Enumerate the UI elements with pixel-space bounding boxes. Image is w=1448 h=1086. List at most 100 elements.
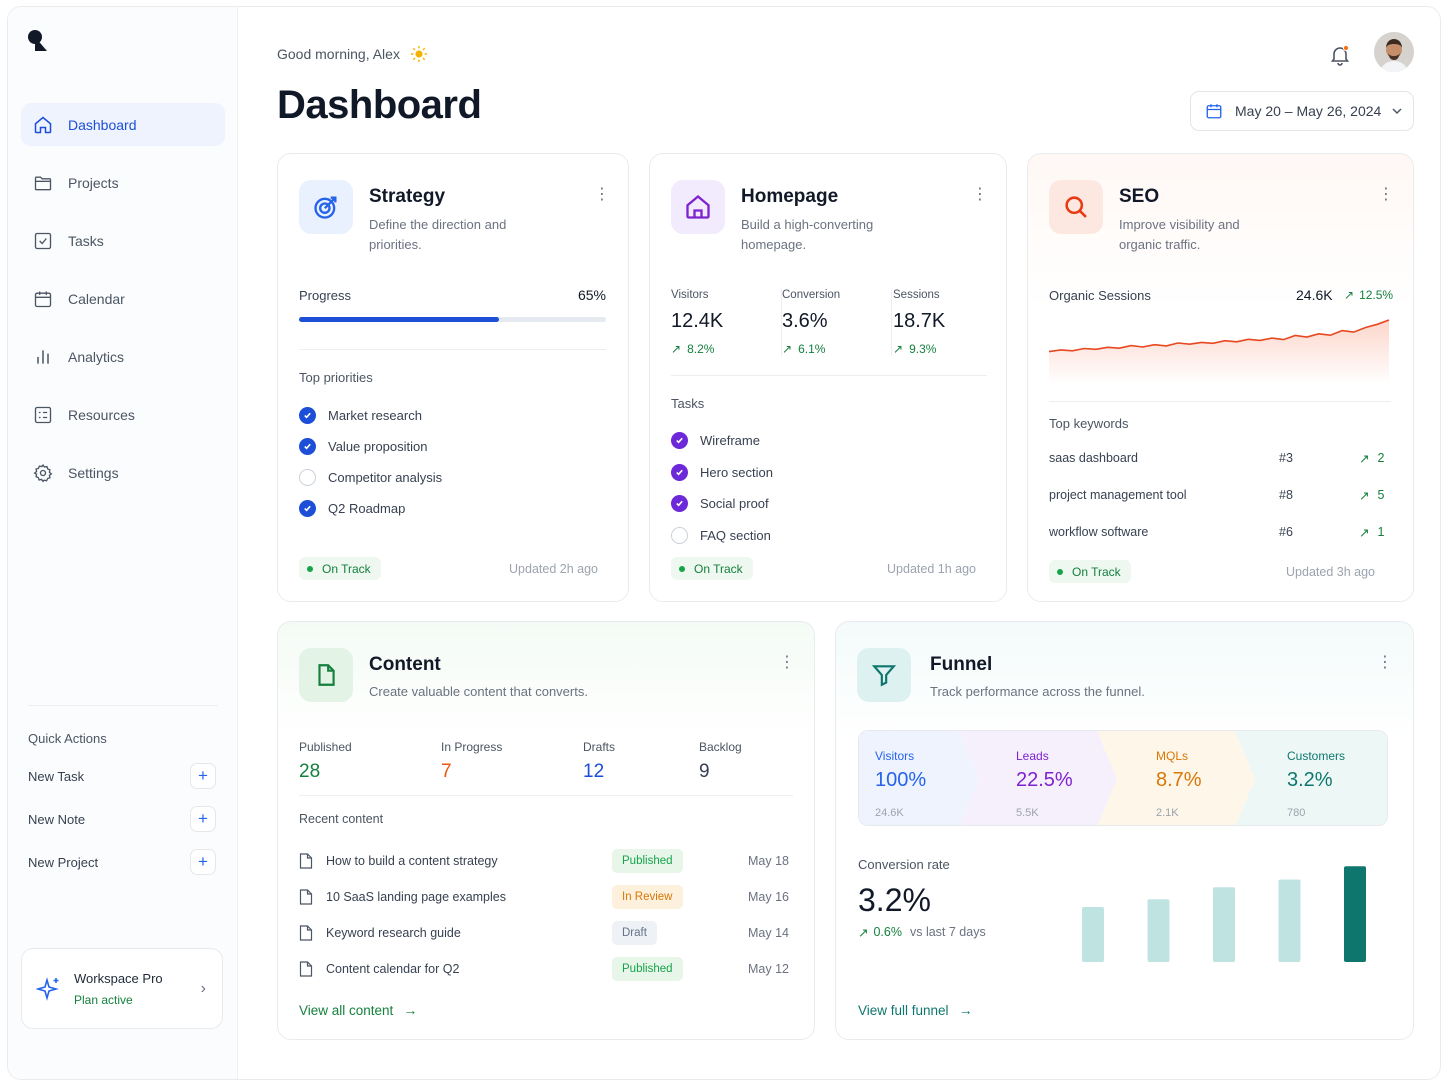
funnel-stages: Visitors 100% 24.6K Leads 22.5% 5.5K MQLs 8.7% 2… — [858, 730, 1388, 826]
empty-circle-icon[interactable] — [299, 469, 316, 486]
organic-sessions-label: Organic Sessions — [1049, 288, 1151, 303]
content-card: Content Create valuable content that con… — [277, 621, 815, 1040]
quick-actions-title: Quick Actions — [28, 731, 107, 746]
sidebar-item-label: Calendar — [68, 290, 125, 307]
sidebar-item-projects[interactable]: Projects — [21, 161, 225, 204]
add-note-button[interactable]: + — [190, 806, 216, 832]
sidebar-item-tasks[interactable]: Tasks — [21, 219, 225, 262]
delta-text: 0.6% — [873, 925, 902, 939]
checklist-item[interactable]: Competitor analysis — [299, 469, 442, 486]
more-icon[interactable]: ⋮ — [1377, 654, 1393, 671]
view-all-content-link[interactable]: View all content → — [299, 1002, 417, 1018]
updated-text: Updated 2h ago — [509, 562, 598, 576]
date-range-picker[interactable]: May 20 – May 26, 2024 — [1190, 91, 1414, 131]
card-subtitle: Track performance across the funnel. — [930, 684, 1145, 699]
conversion-bar-chart — [1082, 866, 1366, 962]
stat-label: Visitors — [671, 289, 709, 301]
document-icon — [299, 925, 313, 941]
target-icon — [314, 196, 337, 219]
list-item[interactable]: Content calendar for Q2 Published May 12 — [299, 956, 789, 982]
checklist-item[interactable]: Q2 Roadmap — [299, 500, 405, 517]
checklist-item-label: Competitor analysis — [328, 470, 443, 485]
user-avatar-icon — [1374, 32, 1414, 72]
add-task-button[interactable]: + — [190, 763, 216, 789]
checklist-item[interactable]: Social proof — [671, 495, 769, 512]
keyword-change: ↗ 2 — [1359, 451, 1384, 466]
funnel-stage-label: MQLs — [1156, 749, 1189, 763]
document-icon — [299, 853, 313, 869]
list-item[interactable]: 10 SaaS landing page examples In Review Ma… — [299, 884, 789, 910]
updated-text: Updated 1h ago — [887, 562, 976, 576]
empty-circle-icon[interactable] — [671, 526, 688, 544]
status-dot — [307, 565, 313, 572]
logo-icon — [28, 30, 47, 51]
bell-icon[interactable] — [1328, 43, 1352, 67]
checklist-item[interactable]: Hero section — [671, 463, 773, 481]
checklist-item[interactable]: Value proposition — [299, 438, 428, 455]
more-icon[interactable]: ⋮ — [972, 186, 988, 203]
calendar-icon — [1206, 104, 1222, 119]
avatar[interactable] — [1374, 32, 1414, 72]
divider — [1049, 401, 1391, 402]
card-title: Strategy — [369, 186, 446, 207]
list-item[interactable]: Keyword research guide Draft May 14 — [299, 920, 789, 946]
arrow-up-right-icon: ↗ — [1359, 452, 1370, 466]
delta-text: 6.1% — [798, 342, 826, 356]
plan-name: Workspace Pro — [74, 970, 163, 986]
checklist-item[interactable]: FAQ section — [671, 526, 771, 544]
more-icon[interactable]: ⋮ — [779, 654, 795, 671]
check-circle-icon[interactable] — [671, 495, 688, 512]
calendar-icon — [34, 291, 52, 307]
view-full-funnel-link[interactable]: View full funnel → — [858, 1002, 973, 1018]
sidebar-item-settings[interactable]: Settings — [21, 451, 225, 494]
add-project-button[interactable]: + — [190, 849, 216, 875]
document-icon — [318, 664, 335, 686]
check-circle-icon[interactable] — [671, 432, 688, 449]
content-title: Keyword research guide — [326, 926, 461, 940]
funnel-stage-bg — [1235, 731, 1387, 825]
sidebar-item-label: Resources — [68, 406, 135, 423]
stat-label: Conversion — [782, 289, 841, 301]
card-subtitle-line2: homepage. — [741, 237, 807, 252]
plan-card[interactable]: Workspace Pro Plan active › — [21, 948, 223, 1029]
check-circle-icon[interactable] — [671, 463, 688, 481]
status-badge: On Track — [299, 557, 381, 580]
more-icon[interactable]: ⋮ — [594, 186, 610, 203]
check-circle-icon[interactable] — [299, 407, 316, 424]
check-circle-icon[interactable] — [299, 438, 316, 455]
stat-value: 18.7K — [893, 310, 946, 332]
sparkle-icon — [36, 976, 59, 1001]
quick-action-new-task: New Task + — [28, 763, 216, 789]
organic-sessions-value: 24.6K — [1296, 287, 1333, 303]
funnel-stage-bg — [1097, 731, 1255, 825]
funnel-stage-count: 780 — [1287, 807, 1306, 819]
list-item[interactable]: How to build a content strategy Published… — [299, 848, 789, 874]
checkbox-icon — [34, 232, 52, 249]
keyword-change: ↗ 1 — [1359, 525, 1384, 540]
funnel-stage-count: 5.5K — [1016, 807, 1039, 819]
checklist-item[interactable]: Market research — [299, 407, 422, 424]
stat-label: Sessions — [893, 289, 940, 301]
content-stat-value: 9 — [699, 761, 710, 782]
keyword-term: workflow software — [1049, 525, 1149, 539]
sidebar-item-analytics[interactable]: Analytics — [21, 335, 225, 378]
sidebar-item-calendar[interactable]: Calendar — [21, 277, 225, 320]
organic-sessions-delta: ↗ 12.5% — [1344, 288, 1393, 302]
more-icon[interactable]: ⋮ — [1378, 186, 1394, 203]
priorities-title: Top priorities — [299, 370, 373, 385]
sidebar-item-resources[interactable]: Resources — [21, 393, 225, 436]
page-title: Dashboard — [277, 83, 482, 127]
sidebar-item-dashboard[interactable]: Dashboard — [21, 103, 225, 146]
divider — [781, 290, 782, 356]
search-icon — [1065, 196, 1087, 218]
conversion-bar — [1082, 907, 1104, 962]
divider — [299, 795, 793, 796]
funnel-card: Funnel Track performance across the funn… — [835, 621, 1414, 1040]
checklist-item[interactable]: Wireframe — [671, 432, 760, 449]
content-title: 10 SaaS landing page examples — [326, 890, 506, 904]
check-circle-icon[interactable] — [299, 500, 316, 517]
status-text: On Track — [1072, 564, 1121, 579]
keywords-title: Top keywords — [1049, 416, 1129, 431]
content-stat-value: 28 — [299, 761, 321, 782]
divider — [671, 375, 987, 376]
